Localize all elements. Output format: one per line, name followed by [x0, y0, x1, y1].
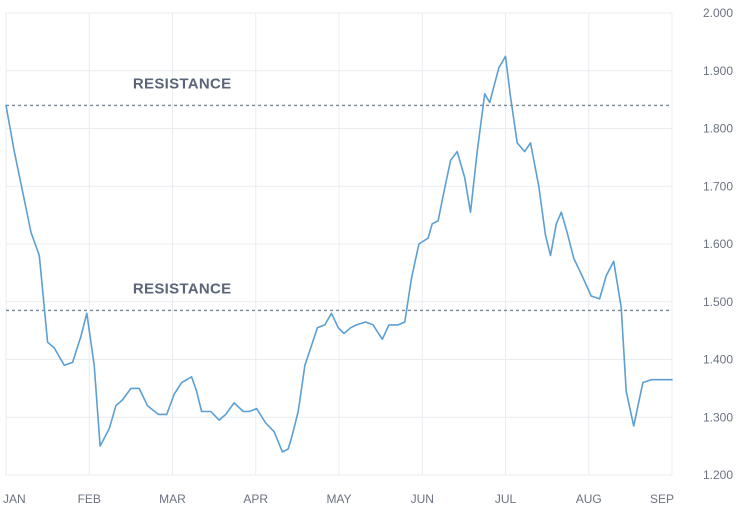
y-axis-ticks: 1.200 1.300 1.400 1.500 1.600 1.700 1.800 1.900…	[703, 6, 733, 482]
x-tick-label: JUL	[495, 492, 517, 506]
grid	[5, 12, 673, 476]
series-layer	[5, 55, 673, 453]
x-axis-ticks: JAN FEB MAR APR MAY JUN JUL AUG SEP	[3, 492, 674, 506]
y-tick-label: 1.200	[703, 468, 733, 482]
annotation-labels: RESISTANCE RESISTANCE	[133, 75, 232, 297]
x-tick-label: FEB	[78, 492, 101, 506]
x-tick-label: APR	[243, 492, 268, 506]
y-tick-label: 1.400	[703, 353, 733, 367]
x-tick-label: JAN	[3, 492, 26, 506]
resistance-label: RESISTANCE	[133, 280, 232, 297]
y-tick-label: 1.700	[703, 179, 733, 193]
resistance-label: RESISTANCE	[133, 75, 232, 92]
x-tick-label: SEP	[650, 492, 674, 506]
y-tick-label: 2.000	[703, 6, 733, 20]
y-tick-label: 1.800	[703, 122, 733, 136]
y-tick-label: 1.600	[703, 237, 733, 251]
x-tick-label: MAY	[326, 492, 351, 506]
y-tick-label: 1.500	[703, 295, 733, 309]
x-tick-label: AUG	[576, 492, 602, 506]
series-line	[5, 55, 673, 453]
x-tick-label: MAR	[159, 492, 186, 506]
y-tick-label: 1.900	[703, 64, 733, 78]
resistance-lines	[6, 104, 672, 312]
x-tick-label: JUN	[411, 492, 434, 506]
y-tick-label: 1.300	[703, 410, 733, 424]
